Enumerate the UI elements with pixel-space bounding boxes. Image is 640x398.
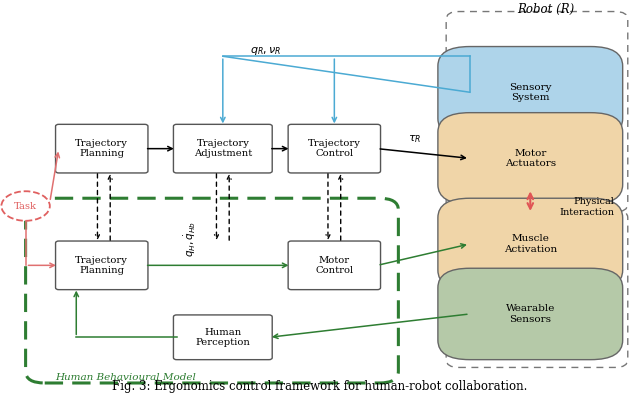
FancyBboxPatch shape xyxy=(173,124,272,173)
FancyBboxPatch shape xyxy=(56,241,148,290)
FancyBboxPatch shape xyxy=(438,113,623,204)
FancyBboxPatch shape xyxy=(288,124,381,173)
Text: Trajectory
Adjustment: Trajectory Adjustment xyxy=(194,139,252,158)
Text: Human Behavioural Model: Human Behavioural Model xyxy=(56,373,196,382)
Circle shape xyxy=(1,191,50,221)
Text: Trajectory
Planning: Trajectory Planning xyxy=(76,256,128,275)
Text: Task: Task xyxy=(14,201,37,211)
Text: Human
Perception: Human Perception xyxy=(195,328,250,347)
Text: Muscle
Activation: Muscle Activation xyxy=(504,234,557,254)
Text: Motor
Control: Motor Control xyxy=(316,256,353,275)
Text: $q_H, \dot{q}_{Hb}$: $q_H, \dot{q}_{Hb}$ xyxy=(182,221,198,257)
Text: $q_R, \nu_R$: $q_R, \nu_R$ xyxy=(250,45,282,57)
Text: Motor
Actuators: Motor Actuators xyxy=(505,149,556,168)
Text: Human (H): Human (H) xyxy=(513,217,580,230)
FancyBboxPatch shape xyxy=(438,268,623,360)
FancyBboxPatch shape xyxy=(438,47,623,138)
FancyBboxPatch shape xyxy=(173,315,272,360)
FancyBboxPatch shape xyxy=(438,198,623,290)
Text: Trajectory
Planning: Trajectory Planning xyxy=(76,139,128,158)
Text: Robot (R): Robot (R) xyxy=(518,3,575,16)
Text: Sensory
System: Sensory System xyxy=(509,82,552,102)
Text: Wearable
Sensors: Wearable Sensors xyxy=(506,304,555,324)
Text: $\tau_R$: $\tau_R$ xyxy=(408,133,421,144)
Text: Physical
Interaction: Physical Interaction xyxy=(559,197,614,217)
Text: Trajectory
Control: Trajectory Control xyxy=(308,139,361,158)
Text: Fig. 3: Ergonomics control framework for human-robot collaboration.: Fig. 3: Ergonomics control framework for… xyxy=(112,380,528,393)
FancyBboxPatch shape xyxy=(288,241,381,290)
FancyBboxPatch shape xyxy=(56,124,148,173)
